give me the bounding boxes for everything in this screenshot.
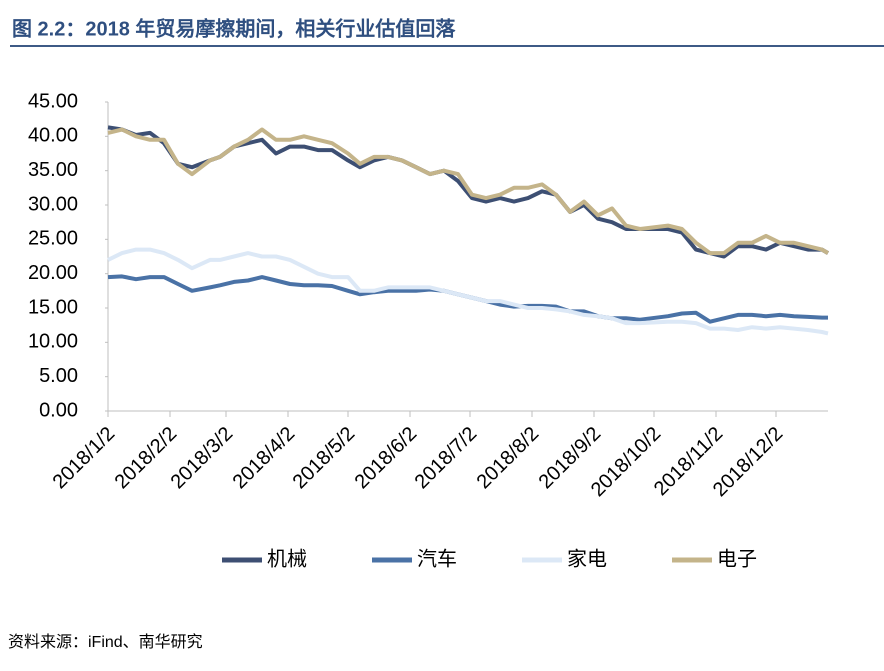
x-tick-label: 2018/7/2 xyxy=(411,423,482,494)
x-tick-label: 2018/6/2 xyxy=(351,423,422,494)
legend-label: 电子 xyxy=(717,547,757,570)
x-tick-label: 2018/3/2 xyxy=(167,423,238,494)
x-tick-label: 2018/4/2 xyxy=(229,423,300,494)
legend-label: 汽车 xyxy=(417,547,457,570)
legend-label: 家电 xyxy=(567,547,607,570)
y-tick-label: 35.00 xyxy=(28,159,78,181)
y-tick-label: 30.00 xyxy=(28,193,78,215)
y-tick-label: 25.00 xyxy=(28,228,78,250)
y-tick-label: 45.00 xyxy=(28,90,78,112)
y-tick-label: 40.00 xyxy=(28,125,78,147)
series-line xyxy=(107,127,830,256)
y-tick-label: 5.00 xyxy=(39,365,78,387)
series-line xyxy=(107,247,829,336)
y-tick-label: 10.00 xyxy=(28,331,78,353)
chart-title: 图 2.2：2018 年贸易摩擦期间，相关行业估值回落 xyxy=(12,16,456,40)
x-tick-label: 2018/5/2 xyxy=(289,423,360,494)
x-tick-label: 2018/8/2 xyxy=(473,423,544,494)
source-note: 资料来源：iFind、南华研究 xyxy=(8,633,203,651)
y-tick-label: 0.00 xyxy=(39,399,78,421)
y-tick-label: 15.00 xyxy=(28,296,78,318)
series-line xyxy=(107,274,828,324)
legend-label: 机械 xyxy=(267,547,307,570)
y-tick-label: 20.00 xyxy=(28,262,78,284)
x-tick-label: 2018/1/2 xyxy=(49,423,120,494)
